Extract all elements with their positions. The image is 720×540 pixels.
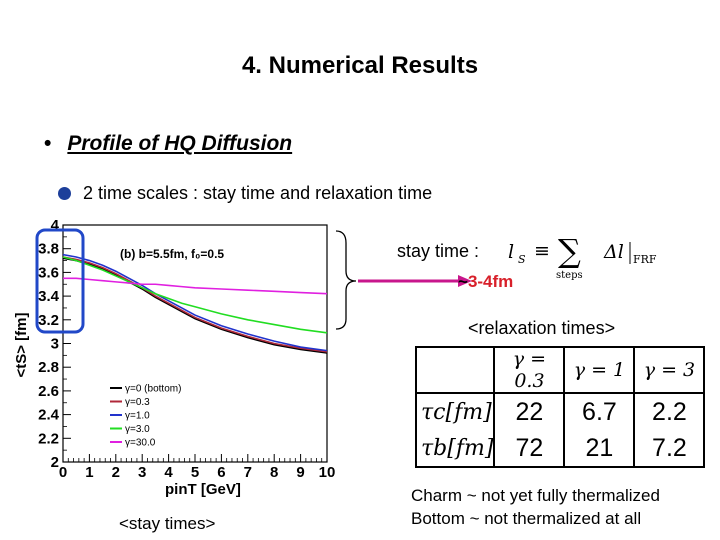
- legend-label: γ=0 (bottom): [125, 384, 181, 395]
- table-row-label: τc[fm]: [414, 392, 496, 430]
- table-header: γ = 0.3: [493, 346, 566, 394]
- conclusion-line: Charm ~ not yet fully thermalized: [411, 486, 660, 505]
- slide-title: 4. Numerical Results: [241, 52, 479, 79]
- chart-annotation: (b) b=5.5fm, f₀=0.5: [120, 247, 224, 261]
- table-cell: 72: [493, 430, 566, 468]
- y-tick-label: 2.6: [38, 383, 59, 400]
- sub-point-text: 2 time scales : stay time and relaxation…: [83, 183, 433, 203]
- curly-bracket: [335, 230, 357, 330]
- relaxation-label: <relaxation times>: [468, 318, 616, 338]
- x-tick-label: 5: [191, 464, 199, 481]
- x-tick-label: 10: [319, 464, 336, 481]
- table-row: τb[fm] 72 21 7.2: [414, 430, 706, 468]
- stay-times-caption: <stay times>: [119, 514, 216, 533]
- y-range-highlight-box: [35, 228, 85, 334]
- formula-term: Δl: [603, 241, 624, 263]
- legend-label: γ=1.0: [125, 411, 150, 422]
- y-tick-label: 3.6: [38, 264, 59, 281]
- x-tick-label: 7: [244, 464, 252, 481]
- x-tick-label: 3: [138, 464, 146, 481]
- stay-time-tilde: ~: [458, 272, 468, 291]
- sub-point: 2 time scales : stay time and relaxation…: [58, 183, 432, 204]
- bullet-text: Profile of HQ Diffusion: [67, 132, 293, 155]
- bullet-dot-icon: •: [44, 132, 52, 155]
- x-tick-label: 6: [217, 464, 225, 481]
- circle-bullet-icon: [58, 187, 71, 200]
- table-header-row: γ = 0.3 γ = 1 γ = 3: [414, 346, 706, 394]
- y-tick-label: 3.4: [38, 288, 60, 305]
- conclusion-line: Bottom ~ not thermalized at all: [411, 509, 642, 528]
- y-tick-label: 3.2: [38, 312, 59, 329]
- stay-time-number: 3-4fm: [467, 272, 514, 291]
- stay-time-value: ~3-4fm: [458, 272, 513, 292]
- conclusion-text: Charm ~ not yet fully thermalized Bottom…: [411, 484, 660, 530]
- series-line: [62, 256, 328, 353]
- legend-label: γ=30.0: [125, 438, 156, 449]
- series-line: [62, 256, 328, 334]
- x-tick-label: 4: [164, 464, 173, 481]
- y-tick-label: 2.2: [38, 430, 59, 447]
- x-tick-label: 8: [270, 464, 278, 481]
- y-tick-label: 3: [51, 336, 59, 353]
- formula-equiv: ≡: [534, 240, 550, 262]
- table-cell: 21: [563, 430, 636, 468]
- x-tick-label: 1: [85, 464, 93, 481]
- x-axis-label: pinT [GeV]: [165, 481, 241, 498]
- legend-label: γ=3.0: [125, 424, 150, 435]
- formula-lhs-sub: S: [518, 253, 526, 266]
- y-tick-label: 4: [51, 217, 60, 234]
- pointer-arrow-head: [458, 275, 472, 287]
- table-cell: 2.2: [633, 392, 706, 430]
- y-axis-label: <tS> [fm]: [13, 312, 30, 377]
- formula-sum-sub: steps: [556, 270, 583, 281]
- table-row-label: τb[fm]: [414, 430, 496, 468]
- y-tick-label: 2: [51, 454, 59, 471]
- bracket-arrow-graphic: [335, 230, 472, 330]
- x-tick-label: 2: [112, 464, 120, 481]
- legend-label: γ=0.3: [125, 397, 150, 408]
- y-tick-label: 2.4: [38, 407, 60, 424]
- table-corner-cell: [414, 346, 496, 394]
- x-tick-label: 9: [296, 464, 304, 481]
- y-tick-label: 3.8: [38, 241, 59, 258]
- relaxation-table: γ = 0.3 γ = 1 γ = 3 τc[fm] 22 6.7 2.2 τb…: [414, 346, 706, 468]
- table-cell: 7.2: [633, 430, 706, 468]
- table-cell: 22: [493, 392, 566, 430]
- stay-time-label: stay time :: [397, 241, 480, 261]
- table-row: τc[fm] 22 6.7 2.2: [414, 392, 706, 430]
- table-header: γ = 3: [633, 346, 706, 394]
- main-bullet: • Profile of HQ Diffusion: [44, 132, 292, 156]
- formula-sum: ∑: [558, 232, 581, 270]
- series-line: [62, 253, 328, 352]
- y-tick-label: 2.8: [38, 359, 59, 376]
- formula-term-sub: FRF: [633, 253, 657, 266]
- stay-time-chart: 0 1 2 3 4 5 6 7 8 9 10 2 2.2 2.4 2.6 2.8 3 3.2 3.4 3.6 3.8 4 (…: [13, 217, 336, 498]
- formula-lhs: l: [508, 241, 514, 263]
- table-cell: 6.7: [563, 392, 636, 430]
- table-header: γ = 1: [563, 346, 636, 394]
- series-line: [62, 257, 328, 354]
- x-tick-label: 0: [59, 464, 67, 481]
- series-line: [63, 277, 328, 295]
- stay-time-formula: l S ≡ ∑ steps Δl FRF: [508, 232, 657, 281]
